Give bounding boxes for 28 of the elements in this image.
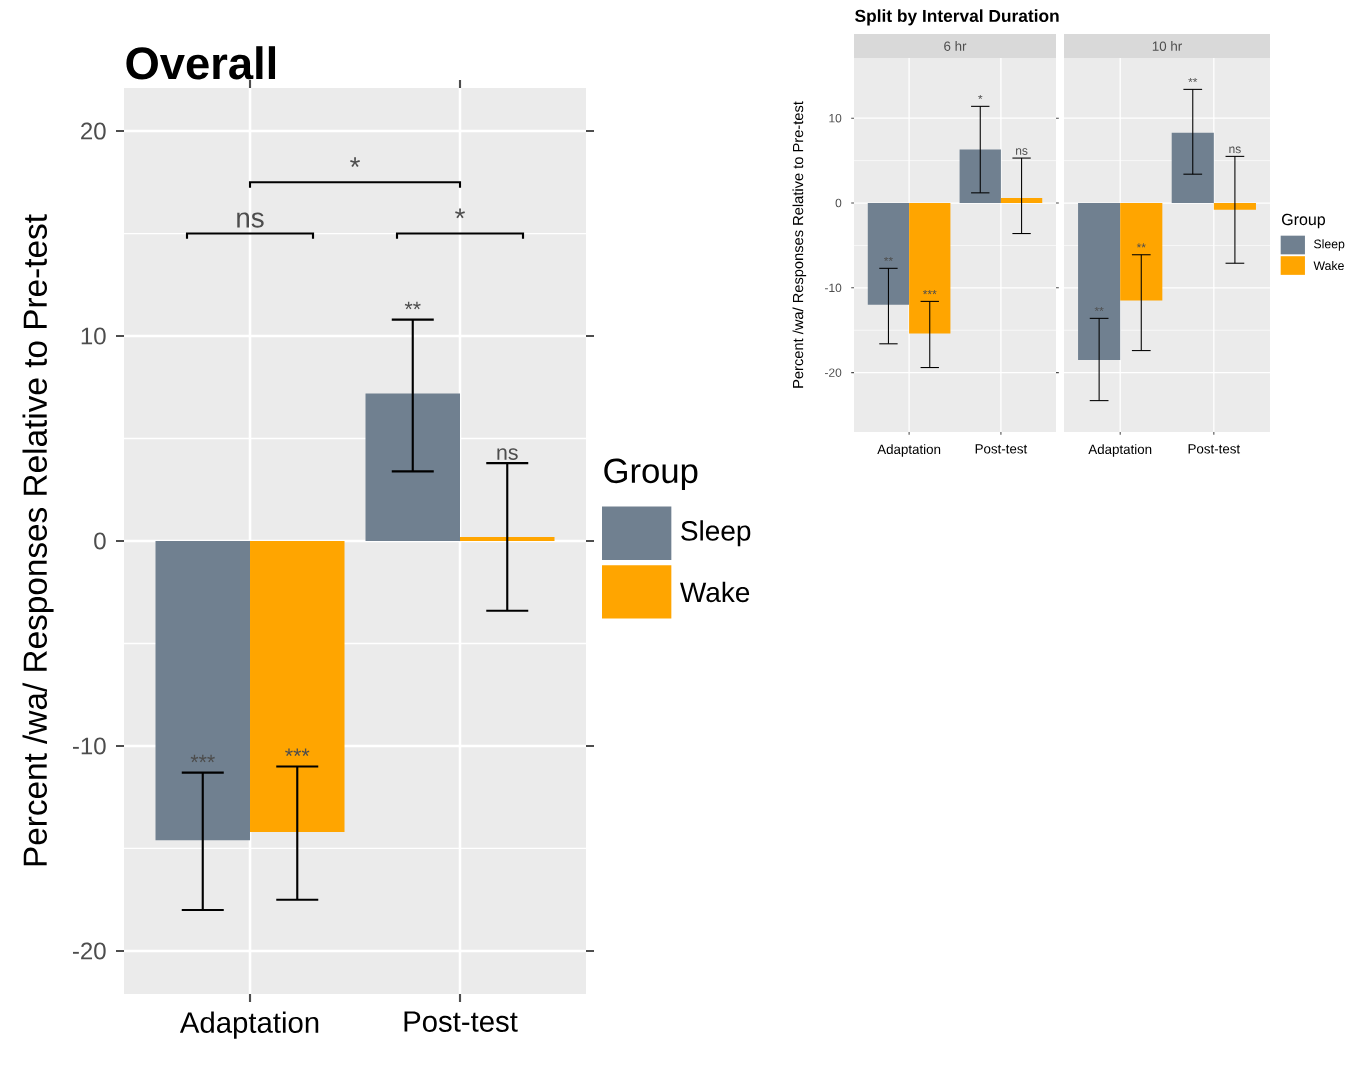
- y-tick-label: 0: [94, 532, 106, 550]
- legend-title: Group: [1282, 213, 1326, 229]
- legend-label: Sleep: [681, 520, 751, 547]
- chart-title: Split by Interval Duration: [855, 9, 1059, 26]
- annotation: ns: [237, 212, 264, 228]
- bar: [909, 203, 951, 334]
- bar: [365, 393, 461, 541]
- annotation: ***: [190, 754, 215, 763]
- bar: [250, 541, 345, 833]
- x-tick-label: Post-test: [404, 1011, 518, 1032]
- bar: [155, 541, 251, 841]
- legend-label: Wake: [680, 581, 750, 603]
- bar: [867, 203, 910, 305]
- y-tick-label: -10: [72, 737, 106, 755]
- y-tick-label: 10: [81, 327, 106, 345]
- annotation: ns: [497, 448, 518, 460]
- annotation: **: [404, 301, 421, 310]
- legend-title: Group: [604, 458, 698, 490]
- y-axis-title: Percent /wa/ Responses Relative to Pre-test: [22, 214, 54, 866]
- annotation: *: [455, 208, 465, 219]
- chart-title: Overall: [126, 46, 276, 80]
- y-tick-label: -20: [72, 942, 106, 960]
- annotation: *: [350, 157, 360, 168]
- bar: [959, 149, 1001, 204]
- annotation: ***: [285, 748, 310, 757]
- x-tick-label: Adaptation: [179, 1011, 319, 1039]
- y-tick-label: 20: [81, 122, 106, 140]
- bar: [1000, 197, 1043, 204]
